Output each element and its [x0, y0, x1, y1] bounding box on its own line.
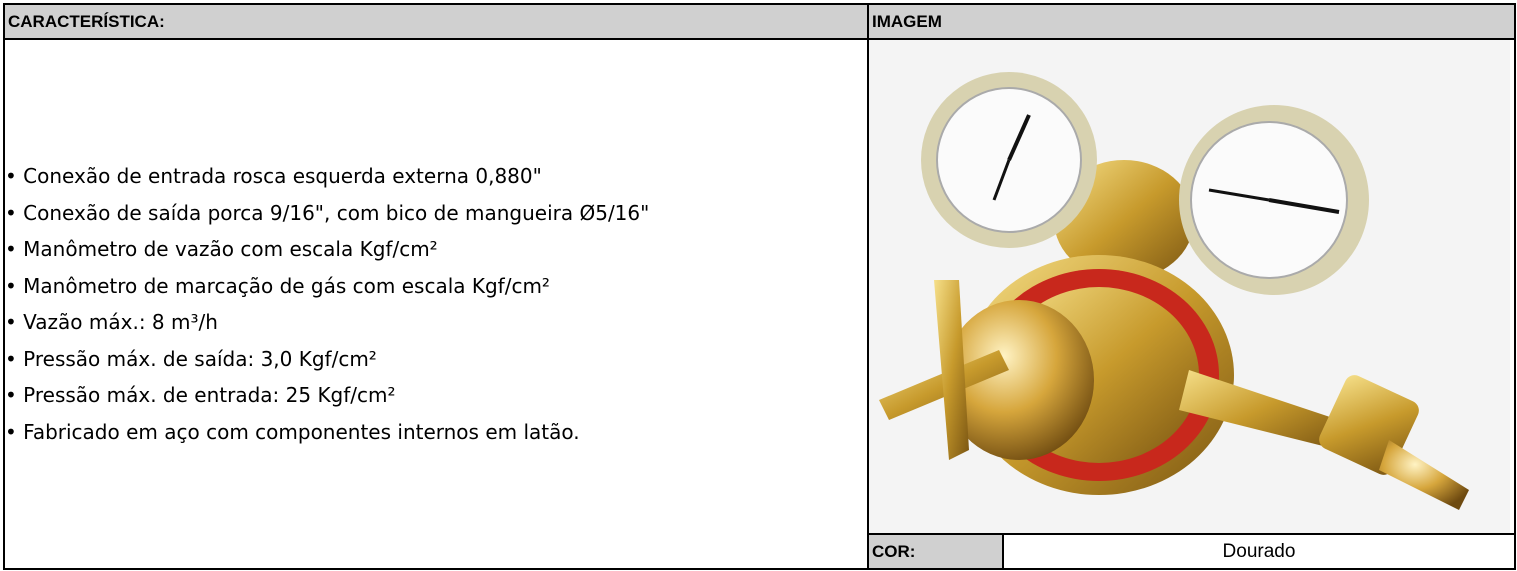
- color-value: Dourado: [1222, 540, 1296, 562]
- feature-item: Conexão de saída porca 9/16", com bico d…: [5, 195, 649, 232]
- feature-item: Vazão máx.: 8 m³/h: [5, 304, 649, 341]
- product-image: [869, 40, 1514, 535]
- image-header: IMAGEM: [869, 5, 1514, 40]
- feature-item: Manômetro de vazão com escala Kgf/cm²: [5, 231, 649, 268]
- characteristic-header: CARACTERÍSTICA:: [5, 5, 869, 40]
- feature-item: Fabricado em aço com componentes interno…: [5, 414, 649, 451]
- feature-item: Conexão de entrada rosca esquerda extern…: [5, 158, 649, 195]
- regulator-illustration: [869, 40, 1510, 533]
- feature-item: Manômetro de marcação de gás com escala …: [5, 268, 649, 305]
- features-cell: Conexão de entrada rosca esquerda extern…: [5, 40, 869, 568]
- color-label: COR:: [869, 535, 1004, 568]
- feature-item: Pressão máx. de saída: 3,0 Kgf/cm²: [5, 341, 649, 378]
- spec-sheet: CARACTERÍSTICA: IMAGEM Conexão de entrad…: [3, 3, 1516, 570]
- feature-item: Pressão máx. de entrada: 25 Kgf/cm²: [5, 377, 649, 414]
- feature-list: Conexão de entrada rosca esquerda extern…: [5, 158, 649, 450]
